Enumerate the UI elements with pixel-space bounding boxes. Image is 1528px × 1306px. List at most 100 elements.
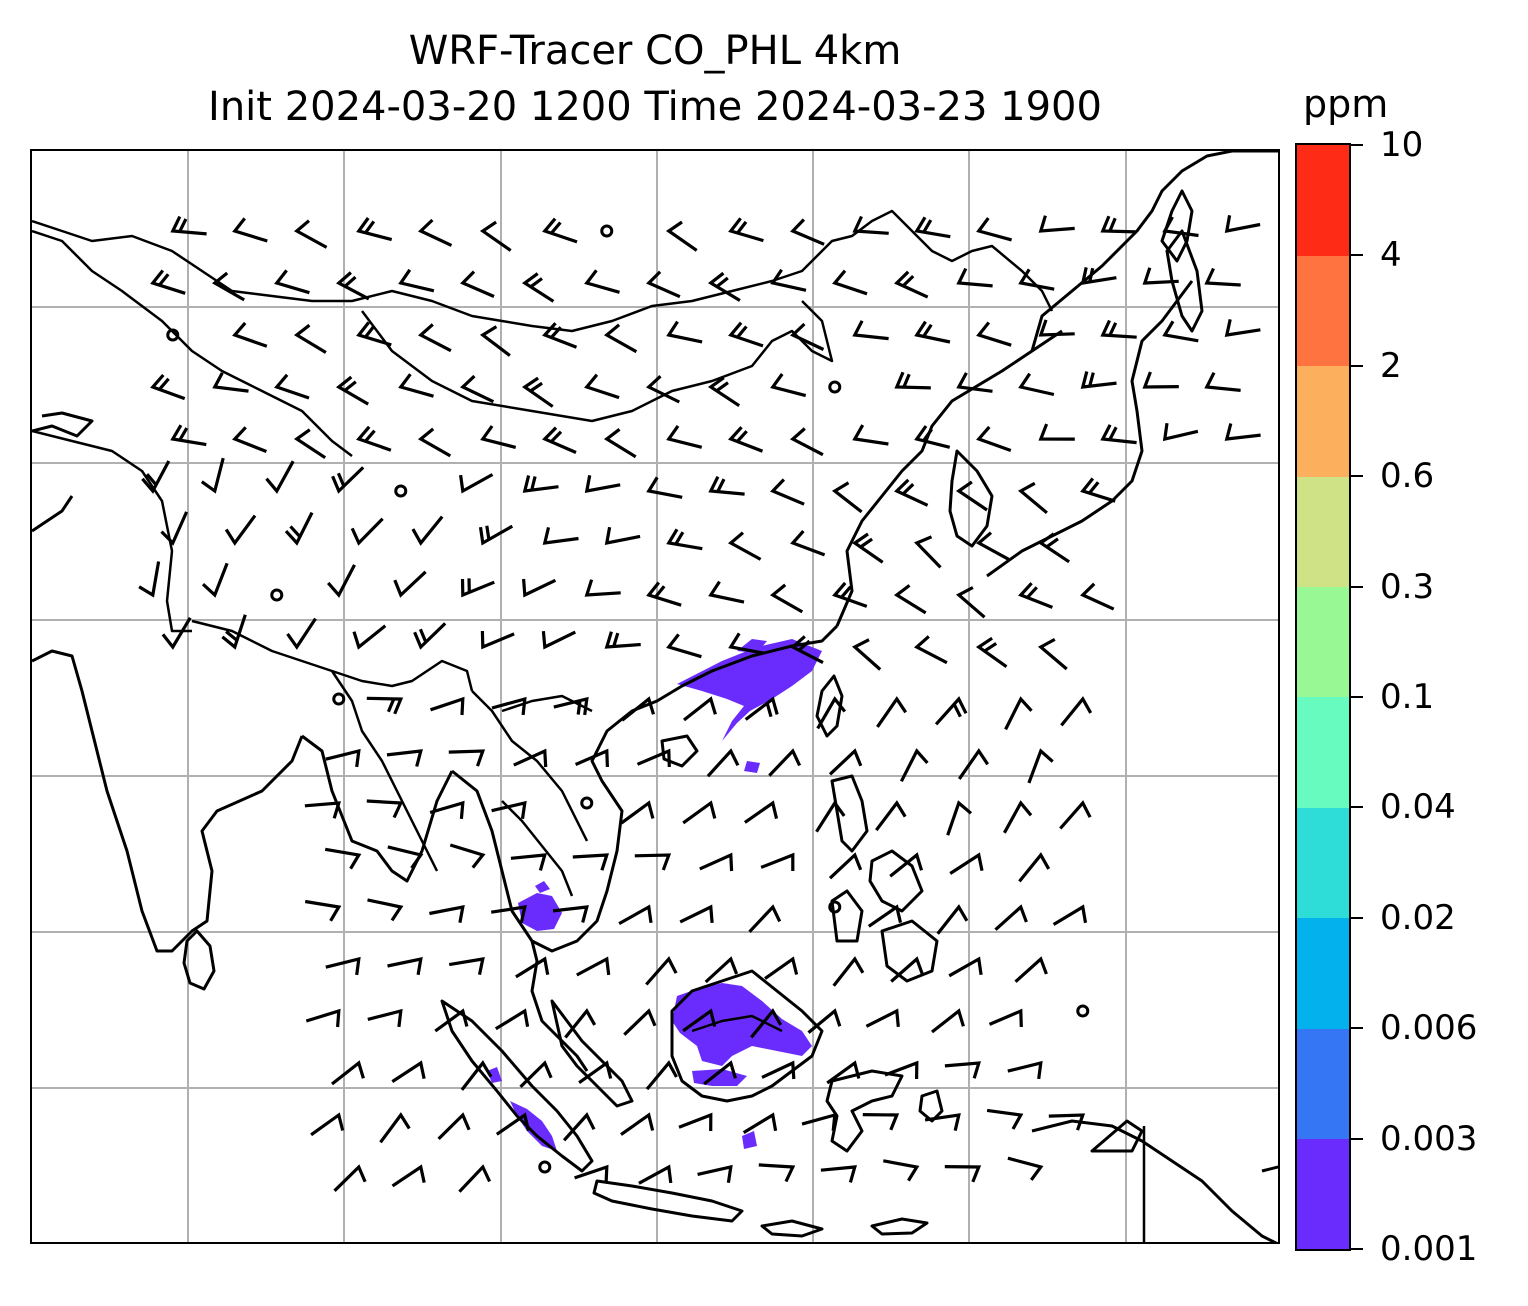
wind-barb xyxy=(1142,371,1179,389)
wind-barb xyxy=(883,1159,920,1182)
wind-barb xyxy=(986,1108,1024,1130)
wind-barb xyxy=(293,323,327,354)
wind-barb xyxy=(391,1164,426,1188)
wind-barb xyxy=(1018,582,1053,609)
wind-barb xyxy=(449,843,486,869)
coast-malay-peninsula xyxy=(550,999,634,1108)
wind-barb xyxy=(480,630,515,650)
coast-caspian-region xyxy=(32,411,94,438)
wind-barb xyxy=(678,1112,713,1132)
wind-barb xyxy=(826,1060,861,1085)
coast-taiwan xyxy=(815,674,844,738)
wind-barb xyxy=(578,1060,613,1085)
wind-barb xyxy=(324,847,362,870)
wind-barb xyxy=(1038,215,1075,233)
wind-barb xyxy=(201,562,229,598)
wind-barb xyxy=(703,1060,737,1086)
wind-barb xyxy=(479,220,512,252)
wind-barb xyxy=(574,1164,609,1184)
wind-barb xyxy=(1142,267,1179,285)
wind-barb xyxy=(955,586,986,619)
wind-barb xyxy=(936,904,969,935)
wind-barb xyxy=(1224,423,1261,441)
wind-barb xyxy=(1007,1156,1044,1181)
coast-philippines-mid xyxy=(868,849,924,913)
calm-wind-circle xyxy=(600,224,614,238)
wind-barb xyxy=(621,696,656,722)
colorbar-tick-label: 10 xyxy=(1380,125,1424,165)
coast-maluku xyxy=(918,1089,944,1123)
wind-barb xyxy=(801,1112,837,1132)
wind-barb xyxy=(708,475,745,496)
coast-russia-far-east xyxy=(1030,151,1278,352)
wind-barb xyxy=(666,528,703,551)
wind-barb xyxy=(521,376,554,408)
wind-barb xyxy=(893,584,927,615)
wind-barb xyxy=(413,622,447,650)
wind-barb xyxy=(1018,372,1055,397)
wind-barb xyxy=(706,748,740,778)
wind-barb xyxy=(1162,422,1199,442)
colorbar-tick-label: 0.04 xyxy=(1380,787,1456,828)
wind-barb xyxy=(232,217,268,243)
wind-barb xyxy=(366,799,404,819)
wind-barb xyxy=(867,904,903,928)
coast-java xyxy=(592,1179,744,1223)
wind-barb xyxy=(326,564,356,598)
colorbar-tick xyxy=(1351,1248,1363,1250)
wind-barb xyxy=(513,748,548,768)
calm-wind-circle xyxy=(270,588,284,602)
border-kazakh xyxy=(32,229,353,457)
map-panel[interactable] xyxy=(30,149,1280,1244)
wind-barb xyxy=(224,514,257,546)
wind-barb xyxy=(931,1008,965,1034)
wind-barb xyxy=(665,220,698,252)
coast-arabian-north xyxy=(32,495,74,533)
wind-barb xyxy=(161,616,192,650)
wind-barb xyxy=(350,517,384,546)
wind-barb xyxy=(666,424,703,449)
wind-barb xyxy=(448,749,486,767)
wind-barb xyxy=(728,632,765,655)
coast-sulawesi xyxy=(825,1069,904,1153)
wind-barb xyxy=(623,1008,657,1036)
coast-india xyxy=(32,649,304,953)
colorbar-tick xyxy=(1351,254,1363,257)
title-line-1: WRF-Tracer CO_PHL 4km xyxy=(408,28,902,74)
wind-barb xyxy=(490,905,527,923)
wind-barb xyxy=(862,1113,900,1131)
wind-barb xyxy=(1224,215,1261,234)
wind-barb xyxy=(387,956,423,976)
plume-java xyxy=(742,1131,757,1149)
wind-barb xyxy=(393,570,427,598)
wind-barb xyxy=(743,800,779,824)
wind-barb xyxy=(758,1163,796,1183)
wind-barb xyxy=(286,617,317,650)
colorbar-segment xyxy=(1297,145,1349,256)
wind-barb xyxy=(274,373,310,400)
wind-barb xyxy=(387,845,424,870)
wind-barb xyxy=(576,956,611,977)
wind-barb xyxy=(948,956,983,978)
wind-barb xyxy=(820,1165,857,1183)
wind-barb xyxy=(604,526,641,546)
coast-philippines-luzon xyxy=(830,774,869,853)
wind-barb xyxy=(1037,637,1068,671)
plume-borneo xyxy=(672,983,812,1066)
border-central-asia xyxy=(32,429,192,633)
wind-barb xyxy=(894,270,929,299)
coast-sumatra xyxy=(440,999,594,1173)
colorbar-tick-label: 0.02 xyxy=(1380,897,1456,938)
wind-barb xyxy=(1080,267,1117,285)
wind-barb xyxy=(645,956,678,986)
coast-new-guinea-south xyxy=(1090,1119,1144,1153)
wind-barb xyxy=(458,1164,492,1193)
wind-barb xyxy=(460,270,495,298)
wind-barb xyxy=(934,696,968,726)
wind-barb xyxy=(876,696,908,728)
wind-barb xyxy=(1007,1060,1043,1080)
wind-barb xyxy=(200,457,225,494)
coast-korea xyxy=(948,449,994,548)
plume-south-china xyxy=(677,639,822,741)
wind-barb xyxy=(708,580,745,604)
